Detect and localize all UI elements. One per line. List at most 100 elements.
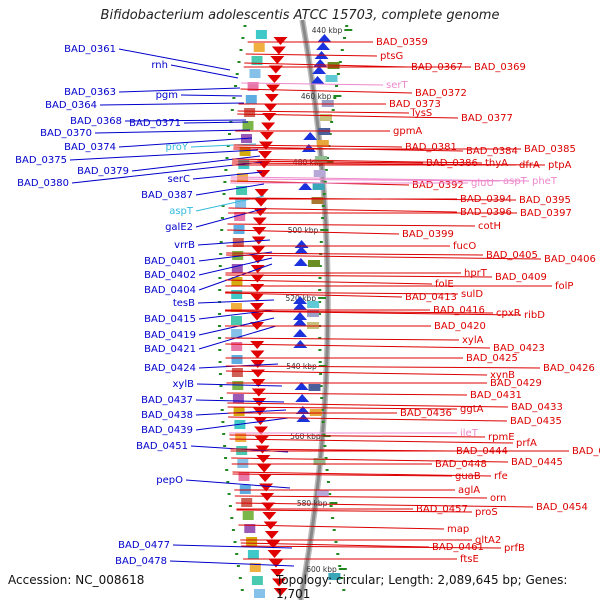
reverse-gene-block	[233, 407, 245, 416]
reverse-gene-arrow	[273, 37, 288, 45]
right-label-connector	[227, 223, 476, 227]
ring-dot	[318, 289, 322, 291]
ring-dot	[340, 49, 344, 51]
left-label-connector	[198, 257, 273, 276]
left-label-connector	[197, 299, 275, 304]
reverse-gene-block	[242, 511, 254, 520]
reverse-gene-arrow	[256, 170, 271, 178]
right-gene-label: ptpA	[548, 160, 572, 171]
right-label-connector	[236, 509, 473, 513]
right-label-connector	[230, 178, 501, 182]
right-gene-label: ptsG	[380, 51, 403, 62]
ring-dot	[336, 73, 340, 75]
right-gene-label: BAD_0448	[435, 459, 487, 470]
left-gene-label: BAD_0368	[70, 116, 122, 127]
ring-dot	[218, 349, 222, 351]
right-gene-label: BAD_0442	[572, 446, 600, 457]
right-label-connector	[226, 254, 542, 260]
reverse-gene-arrow	[250, 303, 265, 311]
right-label-connector	[225, 370, 488, 376]
reverse-gene-arrow	[273, 588, 288, 596]
reverse-gene-arrow	[270, 569, 285, 577]
ring-dot	[234, 85, 237, 87]
left-gene-label: BAD_0370	[40, 128, 92, 139]
ring-dot	[218, 361, 222, 363]
forward-gene-arrow	[293, 329, 308, 337]
forward-gene-arrow	[293, 258, 308, 266]
right-gene-label: BAD_0406	[544, 254, 596, 265]
right-gene-label: BAD_0372	[415, 88, 467, 99]
forward-gene-arrow	[294, 246, 309, 254]
left-gene-label: BAD_0437	[141, 395, 193, 406]
reverse-gene-arrow	[267, 550, 282, 558]
left-label-connector	[172, 544, 293, 549]
ring-dot	[333, 97, 337, 99]
left-gene-label: BAD_0421	[144, 344, 196, 355]
right-label-connector	[231, 457, 509, 463]
ring-dot	[218, 277, 222, 279]
reverse-gene-arrow	[250, 293, 265, 302]
reverse-gene-arrow	[272, 578, 287, 587]
reverse-gene-arrow	[264, 94, 279, 102]
right-label-connector	[244, 62, 409, 68]
ring-dot	[320, 397, 324, 399]
ring-dot	[338, 565, 342, 567]
forward-gene-arrow	[295, 394, 310, 402]
ring-dot	[328, 493, 332, 495]
right-label-connector	[230, 176, 530, 182]
right-gene-label: gluU	[471, 178, 494, 189]
reverse-gene-block	[231, 342, 243, 351]
right-label-connector	[225, 292, 403, 298]
forward-gene-block	[307, 301, 320, 308]
reverse-gene-block	[231, 329, 243, 338]
ring-dot	[224, 169, 228, 171]
ring-dot	[329, 505, 333, 507]
accession-text: Accession: NC_008618	[8, 573, 145, 587]
ring-dot	[343, 37, 346, 39]
ring-dot	[226, 481, 230, 483]
right-gene-label: ggtA	[460, 404, 484, 415]
reverse-gene-block	[241, 498, 253, 507]
ring-dot	[225, 157, 229, 159]
reverse-gene-block	[249, 69, 261, 78]
forward-gene-block	[313, 170, 326, 177]
reverse-gene-block	[231, 264, 243, 273]
ring-dot	[319, 373, 323, 375]
left-gene-label: BAD_0363	[64, 87, 116, 98]
reverse-gene-arrow	[268, 559, 283, 568]
left-gene-label: pgm	[156, 90, 178, 101]
ring-dot	[235, 553, 239, 555]
reverse-gene-block	[239, 147, 251, 156]
ring-dot	[324, 457, 328, 459]
forward-gene-block	[320, 114, 332, 121]
right-gene-label: prfB	[504, 543, 525, 554]
forward-gene-arrow	[312, 66, 327, 74]
ring-dot	[226, 145, 230, 147]
left-label-connector	[195, 207, 267, 228]
forward-gene-arrow	[310, 76, 325, 84]
right-gene-label: BAD_0457	[416, 504, 468, 515]
right-gene-label: fucO	[453, 241, 476, 252]
reverse-gene-block	[235, 199, 247, 208]
right-gene-label: serT	[386, 80, 408, 91]
right-gene-label: BAD_0399	[402, 229, 454, 240]
reverse-gene-block	[238, 472, 250, 481]
ring-dot	[219, 241, 223, 243]
right-gene-label: BAD_0433	[511, 402, 563, 413]
forward-gene-arrow	[295, 406, 310, 414]
right-gene-label: ribD	[524, 310, 545, 321]
ring-dot	[230, 109, 234, 111]
ring-dot	[219, 373, 222, 375]
right-gene-label: BAD_0359	[376, 37, 428, 48]
left-label-connector	[118, 137, 253, 148]
position-tick-mark	[344, 29, 353, 31]
position-tick-mark	[338, 568, 347, 570]
ring-dot	[320, 409, 324, 411]
right-gene-label: BAD_0385	[524, 144, 576, 155]
reverse-gene-arrow	[261, 502, 276, 511]
left-gene-label: BAD_0438	[141, 410, 193, 421]
forward-gene-block	[308, 384, 321, 391]
reverse-gene-arrow	[258, 474, 273, 482]
right-gene-label: BAD_0373	[389, 99, 441, 110]
